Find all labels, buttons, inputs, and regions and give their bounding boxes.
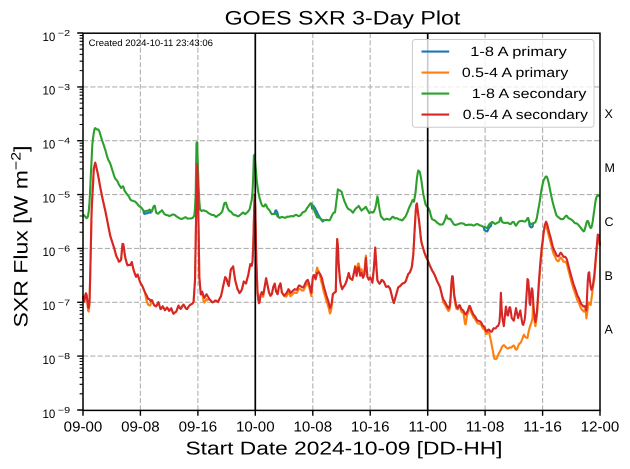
svg-text:0.5-4 A secondary: 0.5-4 A secondary — [463, 107, 588, 122]
svg-text:11-08: 11-08 — [466, 420, 505, 436]
svg-text:10: 10 — [43, 245, 56, 259]
svg-text:10-00: 10-00 — [236, 420, 275, 436]
svg-text:Start Date 2024-10-09 [DD-HH]: Start Date 2024-10-09 [DD-HH] — [186, 437, 503, 458]
svg-text:−5: −5 — [58, 190, 71, 200]
svg-text:11-00: 11-00 — [408, 420, 447, 436]
svg-text:M: M — [605, 161, 615, 175]
svg-text:A: A — [605, 323, 614, 337]
svg-text:SXR Flux [W m−2]: SXR Flux [W m−2] — [9, 146, 33, 328]
svg-text:C: C — [605, 215, 614, 229]
svg-text:10: 10 — [43, 353, 56, 367]
svg-text:11-16: 11-16 — [523, 420, 562, 436]
svg-text:10: 10 — [43, 30, 56, 44]
svg-text:−8: −8 — [58, 351, 71, 361]
svg-text:10: 10 — [43, 84, 56, 98]
svg-text:1-8 A secondary: 1-8 A secondary — [472, 86, 587, 101]
svg-text:10: 10 — [43, 299, 56, 313]
svg-text:10: 10 — [43, 138, 56, 152]
svg-text:−3: −3 — [58, 82, 71, 92]
svg-text:Created 2024-10-11 23:43:06: Created 2024-10-11 23:43:06 — [89, 37, 213, 48]
svg-text:B: B — [605, 269, 613, 283]
svg-text:12-00: 12-00 — [581, 420, 620, 436]
svg-text:0.5-4 A primary: 0.5-4 A primary — [462, 65, 569, 80]
svg-text:10: 10 — [43, 191, 56, 205]
svg-text:X: X — [605, 107, 614, 121]
svg-text:10: 10 — [43, 407, 56, 421]
svg-text:GOES SXR 3-Day Plot: GOES SXR 3-Day Plot — [225, 7, 461, 29]
svg-text:10-08: 10-08 — [294, 420, 333, 436]
svg-text:09-16: 09-16 — [179, 420, 218, 436]
svg-text:−7: −7 — [58, 297, 71, 307]
svg-text:−2: −2 — [58, 28, 71, 38]
svg-text:−6: −6 — [58, 243, 71, 253]
svg-text:09-08: 09-08 — [121, 420, 160, 436]
svg-text:09-00: 09-00 — [64, 420, 103, 436]
svg-text:10-16: 10-16 — [351, 420, 390, 436]
svg-text:1-8 A primary: 1-8 A primary — [470, 44, 567, 59]
svg-text:−4: −4 — [58, 136, 71, 146]
svg-text:−9: −9 — [58, 405, 71, 415]
